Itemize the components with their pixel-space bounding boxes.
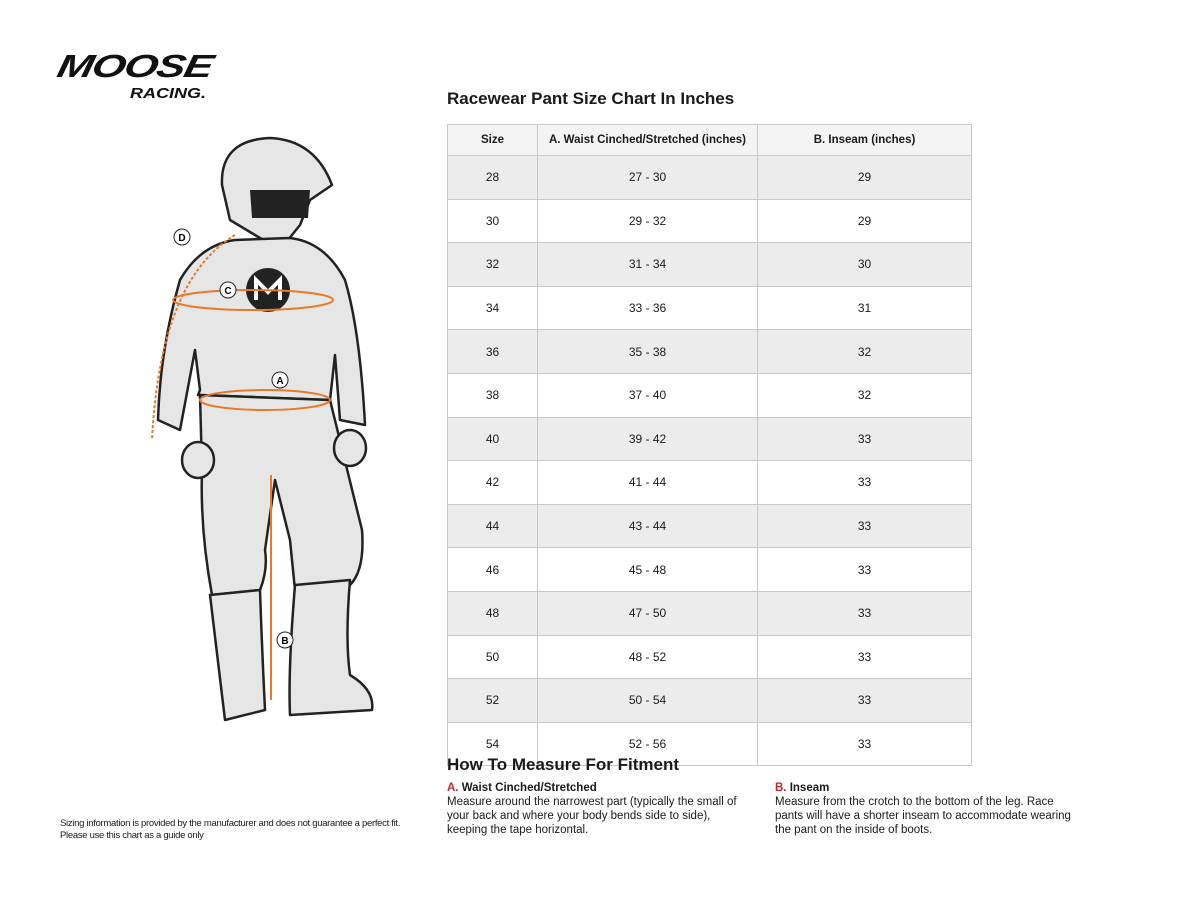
table-header-row: Size A. Waist Cinched/Stretched (inches)… <box>447 124 972 156</box>
label-b: B <box>281 636 288 647</box>
waist-cell: 37 - 40 <box>537 372 758 418</box>
waist-cell: 31 - 34 <box>537 242 758 287</box>
table-row: 36 35 - 38 32 <box>447 329 972 374</box>
left-boot <box>208 588 267 722</box>
size-cell: 34 <box>447 285 538 331</box>
waist-cell: 50 - 54 <box>537 678 758 723</box>
table-row: 44 43 - 44 33 <box>447 503 972 549</box>
size-cell: 46 <box>447 547 538 592</box>
size-cell: 36 <box>447 329 538 374</box>
size-chart-table: Size A. Waist Cinched/Stretched (inches)… <box>447 124 972 767</box>
table-row: 46 45 - 48 33 <box>447 547 972 592</box>
label-d: D <box>178 233 185 244</box>
disclaimer-line-2: Please use this chart as a guide only <box>60 830 204 841</box>
size-cell: 52 <box>447 678 538 723</box>
size-cell: 50 <box>447 634 538 680</box>
goggles <box>250 190 310 218</box>
waist-cell: 41 - 44 <box>537 460 758 505</box>
size-cell: 40 <box>447 416 538 462</box>
inseam-key: B. <box>775 782 787 794</box>
table-row: 32 31 - 34 30 <box>447 242 972 287</box>
inseam-cell: 33 <box>757 503 972 549</box>
waist-text: Measure around the narrowest part (typic… <box>447 796 737 836</box>
waist-cell: 43 - 44 <box>537 503 758 549</box>
disclaimer: Sizing information is provided by the ma… <box>60 818 440 842</box>
size-cell: 54 <box>447 721 538 767</box>
table-row: 28 27 - 30 29 <box>447 155 972 200</box>
inseam-cell: 30 <box>757 242 972 287</box>
size-cell: 38 <box>447 372 538 418</box>
waist-cell: 52 - 56 <box>537 721 758 767</box>
inseam-cell: 33 <box>757 678 972 723</box>
inseam-cell: 33 <box>757 590 972 636</box>
left-glove <box>180 440 216 480</box>
size-cell: 32 <box>447 242 538 287</box>
header-inseam: B. Inseam (inches) <box>757 124 972 156</box>
inseam-cell: 29 <box>757 198 972 244</box>
inseam-cell: 33 <box>757 547 972 592</box>
table-row: 34 33 - 36 31 <box>447 285 972 331</box>
waist-cell: 39 - 42 <box>537 416 758 462</box>
logo-subtext: RACING. <box>130 85 207 102</box>
label-a: A <box>276 376 283 387</box>
inseam-cell: 32 <box>757 329 972 374</box>
waist-heading: Waist Cinched/Stretched <box>461 782 597 794</box>
waist-cell: 48 - 52 <box>537 634 758 680</box>
table-row: 50 48 - 52 33 <box>447 634 972 680</box>
table-row: 42 41 - 44 33 <box>447 460 972 505</box>
rider-measurement-illustration: A B C D <box>151 136 374 722</box>
inseam-cell: 32 <box>757 372 972 418</box>
inseam-heading: Inseam <box>789 782 830 794</box>
inseam-cell: 29 <box>757 155 972 200</box>
right-boot <box>288 578 374 717</box>
waist-cell: 33 - 36 <box>537 285 758 331</box>
waist-cell: 47 - 50 <box>537 590 758 636</box>
logo-text: MOOSE <box>54 48 216 84</box>
chest-measure-line <box>172 289 334 311</box>
inseam-instructions: B. Inseam Measure from the crotch to the… <box>775 781 1080 837</box>
waist-cell: 29 - 32 <box>537 198 758 244</box>
inseam-cell: 31 <box>757 285 972 331</box>
waist-measure-line <box>199 389 331 411</box>
table-row: 48 47 - 50 33 <box>447 590 972 636</box>
chest-logo-m <box>254 275 282 300</box>
waist-cell: 45 - 48 <box>537 547 758 592</box>
how-to-measure-title: How To Measure For Fitment <box>447 755 680 774</box>
waist-key: A. <box>447 782 459 794</box>
size-cell: 42 <box>447 460 538 505</box>
inseam-cell: 33 <box>757 721 972 767</box>
size-cell: 48 <box>447 590 538 636</box>
moose-racing-logo: MOOSE RACING. <box>54 48 248 104</box>
label-c: C <box>224 286 231 297</box>
header-size: Size <box>447 124 538 156</box>
table-row: 30 29 - 32 29 <box>447 198 972 244</box>
table-row: 52 50 - 54 33 <box>447 678 972 723</box>
sleeve-measure-line <box>151 234 236 441</box>
table-row: 54 52 - 56 33 <box>447 721 972 767</box>
right-glove <box>332 428 368 468</box>
inseam-text: Measure from the crotch to the bottom of… <box>775 796 1071 836</box>
waist-cell: 27 - 30 <box>537 155 758 200</box>
waist-cell: 35 - 38 <box>537 329 758 374</box>
inseam-cell: 33 <box>757 460 972 505</box>
pants <box>198 393 364 597</box>
size-cell: 28 <box>447 155 538 200</box>
table-row: 40 39 - 42 33 <box>447 416 972 462</box>
chart-title: Racewear Pant Size Chart In Inches <box>447 89 735 108</box>
table-row: 38 37 - 40 32 <box>447 372 972 418</box>
inseam-cell: 33 <box>757 634 972 680</box>
header-waist: A. Waist Cinched/Stretched (inches) <box>537 124 758 156</box>
size-cell: 44 <box>447 503 538 549</box>
disclaimer-line-1: Sizing information is provided by the ma… <box>60 818 401 829</box>
waist-instructions: A. Waist Cinched/Stretched Measure aroun… <box>447 781 752 837</box>
size-cell: 30 <box>447 198 538 244</box>
inseam-cell: 33 <box>757 416 972 462</box>
